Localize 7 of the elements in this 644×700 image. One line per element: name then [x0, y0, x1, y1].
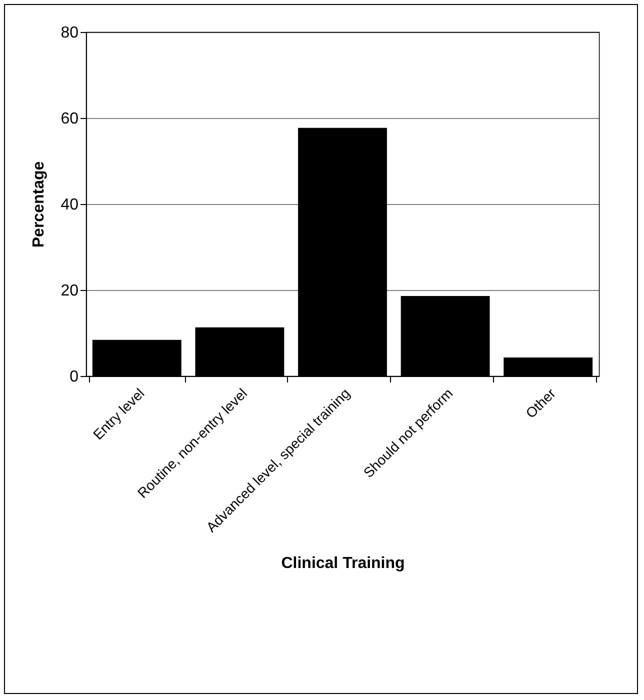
y-tick-label: 0 [70, 368, 79, 386]
x-axis-title: Clinical Training [281, 555, 405, 572]
y-tick-label: 80 [60, 24, 79, 42]
y-axis-title: Percentage [30, 161, 48, 248]
y-tick-label: 60 [60, 110, 79, 128]
y-tick-label: 20 [60, 282, 79, 300]
y-tick-label: 40 [60, 196, 79, 214]
